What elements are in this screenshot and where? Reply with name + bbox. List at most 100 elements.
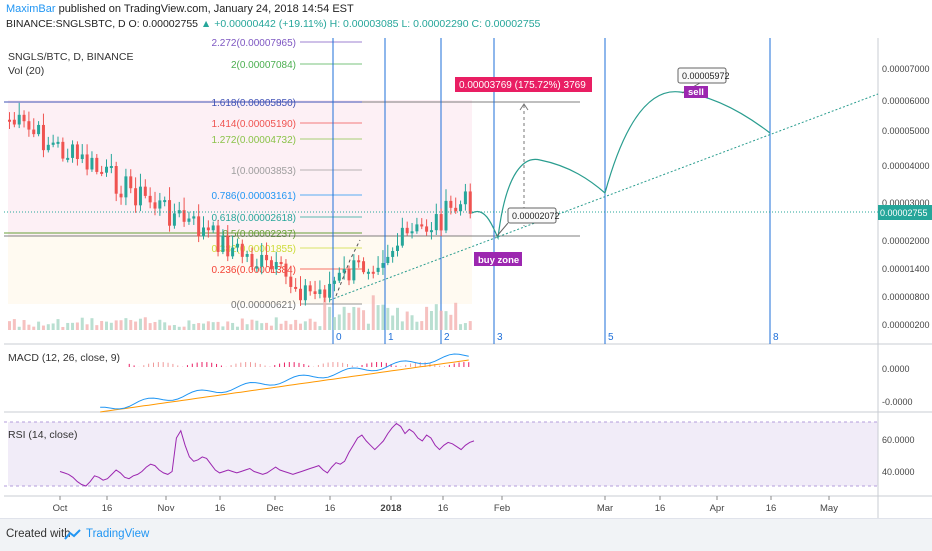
volume-bar	[134, 321, 138, 330]
candle-body	[265, 254, 269, 261]
candle-body	[143, 186, 147, 196]
time-tick: 16	[325, 503, 336, 514]
candle-body	[12, 119, 16, 125]
volume-bar	[240, 318, 244, 330]
candle-body	[71, 144, 75, 158]
candle-body	[352, 260, 356, 281]
candle-body	[148, 195, 152, 203]
callout-box-2[interactable]	[677, 67, 727, 84]
swing-projection	[335, 239, 361, 297]
tradingview-link[interactable]: TradingView	[86, 528, 150, 540]
ohlc-values: H: 0.00003085 L: 0.00002290 C: 0.0000275…	[326, 18, 541, 30]
candle-body	[172, 213, 176, 226]
time-tick: May	[820, 503, 838, 514]
volume-bar	[37, 321, 41, 330]
volume-bar	[143, 317, 147, 330]
candle-body	[342, 269, 346, 273]
time-axis[interactable]: Oct 16 Nov 16 Dec 16 2018 16 Feb Mar 16 Apr 16 May	[53, 496, 839, 514]
time-tick: 2018	[380, 503, 401, 514]
volume-bar	[51, 323, 55, 330]
price-axis[interactable]: 0.00007000 0.00006000 0.00005000 0.00004000…	[882, 64, 930, 330]
price-tick: 0.00000800	[882, 292, 930, 302]
volume-bar	[337, 314, 341, 330]
chart-canvas[interactable]: 2.272(0.00007965) 2(0.00007084) 1.618(0.00…	[0, 0, 932, 518]
candle-body	[27, 121, 31, 130]
candle-body	[105, 166, 108, 173]
volume-bar	[61, 326, 65, 330]
volume-bar	[80, 317, 84, 330]
volume-bar	[41, 325, 45, 330]
macd-legend: MACD (12, 26, close, 9)	[8, 352, 120, 364]
volume-bar	[197, 323, 201, 330]
candle-body	[371, 271, 375, 274]
candle-body	[119, 193, 123, 198]
macd-tick: -0.0000	[882, 397, 913, 407]
candle-body	[434, 214, 438, 231]
volume-bar	[362, 310, 366, 330]
volume-bar	[328, 306, 332, 330]
candle-body	[158, 200, 162, 209]
candle-body	[114, 166, 118, 194]
author-link[interactable]: MaximBar	[6, 3, 56, 15]
volume-bar	[429, 310, 433, 330]
wave-label: 0	[336, 332, 342, 343]
candle-body	[153, 202, 157, 209]
candle-body	[429, 230, 433, 233]
target-label-bg[interactable]	[455, 77, 592, 92]
volume-bar	[255, 320, 259, 330]
candle-body	[80, 154, 84, 160]
candle-body	[468, 191, 472, 214]
candle-body	[61, 141, 65, 159]
volume-bar	[85, 324, 89, 330]
footer-bar: Created with TradingView	[0, 518, 932, 551]
candle-body	[260, 254, 264, 267]
volume-bar	[105, 321, 108, 330]
candle-body	[459, 204, 463, 212]
callout-box-1[interactable]	[507, 207, 557, 224]
volume-bar	[289, 324, 293, 330]
volume-bar	[284, 320, 288, 330]
candle-body	[66, 157, 70, 160]
volume-bar	[32, 326, 36, 330]
candle-body	[75, 144, 79, 160]
macd-signal-line	[100, 359, 469, 413]
candle-body	[46, 144, 50, 151]
candle-body	[245, 254, 249, 257]
time-tick: Nov	[158, 503, 175, 514]
callout-text-1: 0.00002072	[512, 211, 560, 221]
indicator-axes: 0.0000 -0.0000 60.0000 40.0000	[882, 364, 915, 477]
candle-body	[177, 210, 181, 214]
time-tick: 16	[102, 503, 113, 514]
candle-body	[308, 285, 312, 292]
candle-body	[226, 235, 230, 257]
buy-zone-bg[interactable]	[474, 252, 522, 266]
volume-bar	[17, 326, 21, 330]
sell-label-bg[interactable]	[684, 86, 708, 98]
volume-bar	[95, 325, 99, 330]
candle-body	[303, 285, 307, 301]
price-tick: 0.00003000	[882, 198, 930, 208]
trend-line[interactable]	[329, 93, 879, 301]
measure-arrow-head	[519, 103, 529, 111]
fib-label: 1.618(0.00005850)	[211, 98, 296, 109]
candle-body	[163, 200, 167, 203]
volume-bar	[90, 318, 94, 330]
time-tick: Oct	[53, 503, 68, 514]
volume-bar	[371, 295, 375, 330]
candle-body	[134, 188, 138, 206]
candle-body	[255, 266, 259, 269]
volume-bar	[318, 326, 322, 330]
candle-body	[41, 124, 45, 151]
price-tick: 0.00002000	[882, 236, 930, 246]
candle-body	[454, 207, 458, 212]
volume-bar	[434, 304, 438, 330]
volume-bar	[226, 321, 230, 330]
volume-bar	[56, 319, 60, 330]
candle-body	[410, 231, 414, 234]
target-label: 0.00003769 (175.72%) 3769	[459, 80, 586, 91]
volume-bar	[100, 320, 104, 330]
candle-body	[269, 260, 273, 270]
candle-body	[8, 119, 11, 122]
candle-body	[415, 224, 419, 232]
symbol-open: BINANCE:SNGLSBTC, D O: 0.00002755	[6, 18, 201, 30]
